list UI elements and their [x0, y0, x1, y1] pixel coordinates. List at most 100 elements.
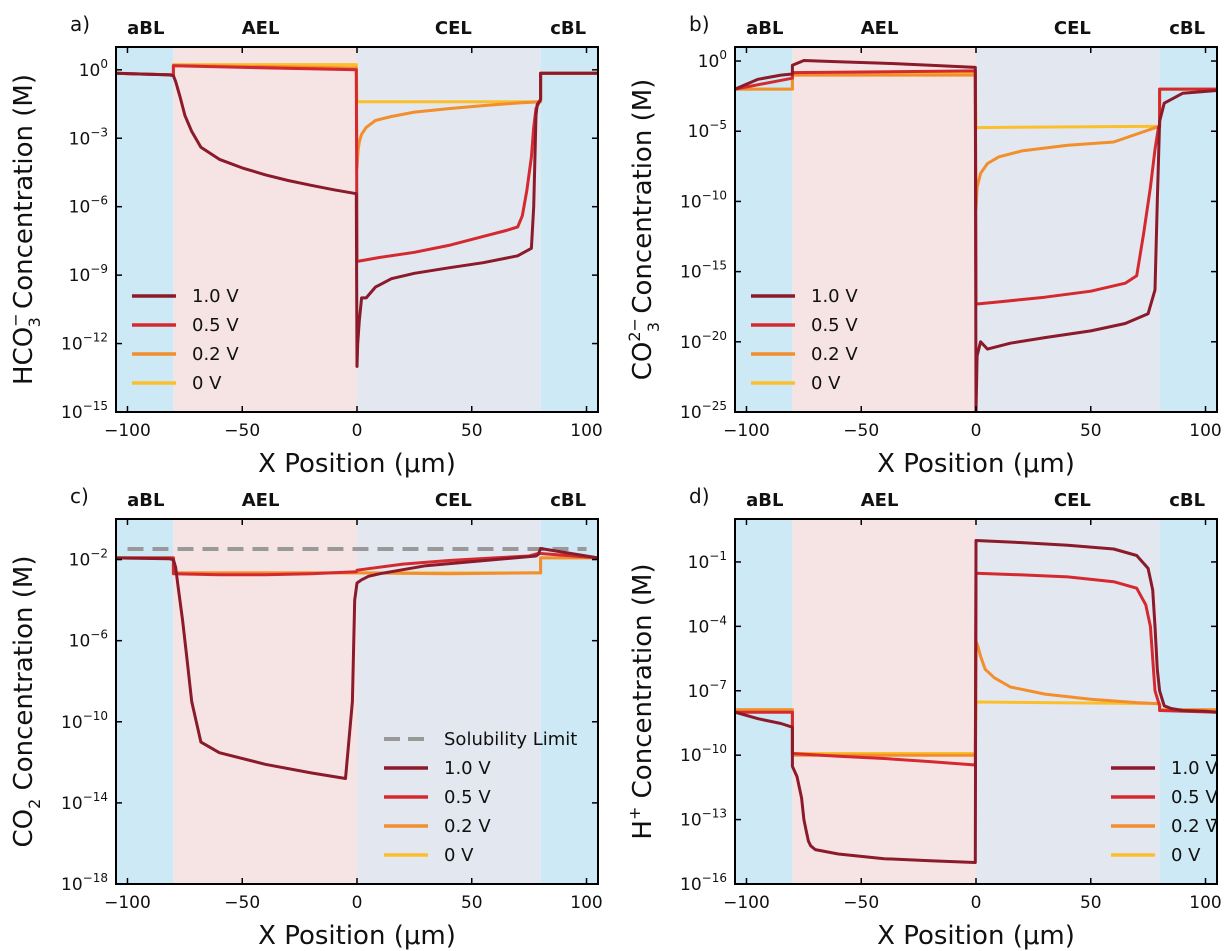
region-abl	[116, 519, 174, 884]
region-ael	[792, 519, 976, 884]
y-tick-label: 10−20	[680, 329, 727, 353]
legend-label: 0.2 V	[192, 344, 239, 365]
y-tick-label: 10−10	[61, 709, 108, 733]
legend-label: 1.0 V	[811, 286, 858, 307]
y-tick-label: 100	[698, 48, 727, 72]
region-cbl	[540, 519, 598, 884]
panel-3: aBL AEL CEL cBL c) −100 −50 0 50 100 10−2 10−6 10−10…	[9, 484, 603, 951]
panel-2: aBL AEL CEL cBL b) −100 −50 0 50 100 100 10−5 10−10 1…	[625, 12, 1222, 479]
region-cbl	[1159, 47, 1217, 412]
region-label-ael: AEL	[242, 18, 280, 39]
x-tick-label: 100	[570, 893, 602, 913]
x-tick-label: 100	[1189, 421, 1221, 441]
region-label-cel: CEL	[435, 18, 472, 39]
region-ael	[792, 47, 976, 412]
x-tick-label: 0	[352, 421, 363, 441]
region-abl	[735, 519, 793, 884]
region-label-cbl: cBL	[1169, 490, 1205, 511]
y-tick-label: 10−4	[688, 613, 727, 637]
x-tick-label: 0	[352, 893, 363, 913]
y-tick-label: 10−2	[69, 547, 108, 571]
y-axis-label: CO2 Concentration (M)	[9, 556, 44, 848]
y-tick-label: 10−14	[61, 790, 108, 814]
region-cbl	[1159, 519, 1217, 884]
region-abl	[735, 47, 793, 412]
legend-label: 1.0 V	[1171, 758, 1218, 779]
x-tick-label: 100	[1189, 893, 1221, 913]
series-line-10V	[735, 59, 1217, 412]
x-tick-label: −100	[104, 893, 151, 913]
region-label-abl: aBL	[746, 490, 783, 511]
region-label-abl: aBL	[127, 18, 164, 39]
legend-label: 0 V	[444, 845, 474, 866]
x-tick-label: 100	[570, 421, 602, 441]
region-ael	[173, 519, 357, 884]
series-line-02V	[116, 63, 598, 170]
series-line-10V	[116, 71, 598, 368]
y-tick-label: 10−15	[61, 399, 108, 423]
x-tick-label: −100	[104, 421, 151, 441]
y-tick-label: 10−16	[680, 871, 727, 895]
x-tick-label: −50	[224, 421, 260, 441]
region-label-ael: AEL	[242, 490, 280, 511]
region-abl	[116, 47, 174, 412]
legend-label: 0.5 V	[1171, 787, 1218, 808]
series-line-02V	[735, 639, 1217, 757]
x-tick-label: 50	[461, 421, 483, 441]
y-tick-label: 10−7	[688, 678, 727, 702]
x-tick-label: 0	[971, 893, 982, 913]
region-label-cbl: cBL	[550, 490, 586, 511]
x-tick-label: 50	[1080, 893, 1102, 913]
legend-label: 0.2 V	[1171, 816, 1218, 837]
x-tick-label: 50	[461, 893, 483, 913]
legend-label: 0.2 V	[444, 816, 491, 837]
legend-label: 0 V	[811, 373, 841, 394]
panel-label: a)	[70, 12, 90, 36]
legend-label: 0.5 V	[192, 315, 239, 336]
region-label-cbl: cBL	[550, 18, 586, 39]
region-label-cel: CEL	[435, 490, 472, 511]
series-line-10V	[116, 547, 598, 780]
legend-label: 0.2 V	[811, 344, 858, 365]
panel-label: c)	[70, 484, 89, 508]
legend-label: 1.0 V	[444, 758, 491, 779]
x-tick-label: −50	[843, 893, 879, 913]
x-axis-label: X Position (μm)	[877, 921, 1075, 951]
x-axis-label: X Position (μm)	[258, 921, 456, 951]
y-tick-label: 10−25	[680, 399, 727, 423]
region-label-cbl: cBL	[1169, 18, 1205, 39]
y-tick-label: 10−5	[688, 118, 727, 142]
region-label-ael: AEL	[861, 490, 899, 511]
legend-label: 0 V	[192, 373, 222, 394]
x-tick-label: −50	[843, 421, 879, 441]
legend-label: 0.5 V	[811, 315, 858, 336]
x-tick-label: 50	[1080, 421, 1102, 441]
region-cel	[357, 519, 541, 884]
series-line-05V	[116, 552, 598, 577]
y-tick-label: 10−12	[61, 331, 108, 355]
y-axis-label: H+ Concentration (M)	[625, 563, 658, 839]
series-line-02V	[735, 73, 1217, 211]
region-label-ael: AEL	[861, 18, 899, 39]
y-tick-label: 10−6	[69, 194, 108, 218]
legend-label: 1.0 V	[192, 286, 239, 307]
x-axis-label: X Position (μm)	[258, 449, 456, 479]
series-line-05V	[735, 571, 1217, 767]
region-label-abl: aBL	[746, 18, 783, 39]
x-tick-label: −100	[723, 893, 770, 913]
y-tick-label: 10−13	[680, 807, 727, 831]
y-tick-label: 10−1	[688, 549, 727, 573]
x-tick-label: −50	[224, 893, 260, 913]
region-cbl	[540, 47, 598, 412]
legend-label: 0.5 V	[444, 787, 491, 808]
x-axis-label: X Position (μm)	[877, 449, 1075, 479]
region-ael	[173, 47, 357, 412]
y-tick-label: 10−6	[69, 628, 108, 652]
y-tick-label: 10−10	[680, 188, 727, 212]
y-tick-label: 10−9	[69, 262, 108, 286]
y-tick-label: 10−3	[69, 125, 108, 149]
panel-label: d)	[689, 484, 710, 508]
legend-label: 0 V	[1171, 845, 1201, 866]
y-tick-label: 10−15	[680, 259, 727, 283]
